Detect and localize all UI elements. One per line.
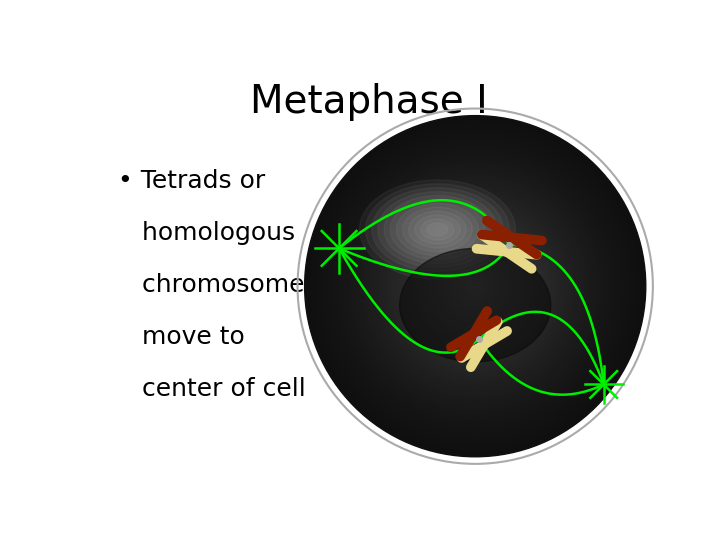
Ellipse shape bbox=[359, 180, 516, 279]
Ellipse shape bbox=[395, 205, 556, 367]
Ellipse shape bbox=[371, 182, 580, 390]
Ellipse shape bbox=[365, 177, 585, 396]
Ellipse shape bbox=[426, 237, 524, 335]
Ellipse shape bbox=[384, 195, 491, 264]
Ellipse shape bbox=[421, 219, 454, 240]
Ellipse shape bbox=[316, 127, 634, 445]
Ellipse shape bbox=[455, 266, 495, 306]
Ellipse shape bbox=[420, 231, 530, 341]
Ellipse shape bbox=[423, 234, 527, 338]
Text: Metaphase I: Metaphase I bbox=[250, 83, 488, 121]
Ellipse shape bbox=[435, 246, 516, 327]
Ellipse shape bbox=[452, 263, 498, 309]
Ellipse shape bbox=[374, 185, 577, 387]
Ellipse shape bbox=[402, 207, 472, 252]
Ellipse shape bbox=[378, 192, 497, 267]
Ellipse shape bbox=[403, 214, 547, 359]
Ellipse shape bbox=[305, 116, 646, 457]
Ellipse shape bbox=[319, 130, 631, 442]
Ellipse shape bbox=[472, 284, 478, 289]
Ellipse shape bbox=[359, 171, 591, 402]
Text: center of cell: center of cell bbox=[118, 377, 306, 401]
Ellipse shape bbox=[429, 240, 521, 333]
Ellipse shape bbox=[415, 215, 460, 244]
Ellipse shape bbox=[342, 153, 608, 419]
Ellipse shape bbox=[418, 228, 533, 344]
Text: homologous: homologous bbox=[118, 221, 295, 245]
Ellipse shape bbox=[330, 141, 620, 431]
Ellipse shape bbox=[377, 188, 574, 384]
Ellipse shape bbox=[345, 156, 606, 416]
Text: • Tetrads or: • Tetrads or bbox=[118, 169, 265, 193]
Ellipse shape bbox=[409, 220, 541, 353]
Ellipse shape bbox=[449, 260, 501, 312]
Ellipse shape bbox=[397, 208, 553, 364]
Text: chromosomes: chromosomes bbox=[118, 273, 318, 297]
Ellipse shape bbox=[368, 179, 582, 393]
Ellipse shape bbox=[461, 272, 490, 301]
Ellipse shape bbox=[389, 199, 562, 373]
Ellipse shape bbox=[313, 124, 637, 448]
Ellipse shape bbox=[408, 211, 467, 248]
Ellipse shape bbox=[386, 197, 564, 376]
Ellipse shape bbox=[310, 122, 640, 451]
Ellipse shape bbox=[441, 252, 510, 321]
Ellipse shape bbox=[446, 257, 504, 315]
Ellipse shape bbox=[325, 136, 626, 436]
Ellipse shape bbox=[379, 191, 571, 382]
Text: move to: move to bbox=[118, 325, 245, 349]
Ellipse shape bbox=[390, 199, 485, 260]
Ellipse shape bbox=[392, 202, 559, 370]
Ellipse shape bbox=[432, 243, 518, 329]
Ellipse shape bbox=[336, 147, 614, 425]
Ellipse shape bbox=[427, 223, 448, 236]
Ellipse shape bbox=[328, 139, 623, 434]
Ellipse shape bbox=[444, 254, 507, 318]
Ellipse shape bbox=[400, 248, 551, 362]
Ellipse shape bbox=[366, 184, 509, 275]
Ellipse shape bbox=[469, 280, 481, 292]
Ellipse shape bbox=[396, 204, 479, 255]
Ellipse shape bbox=[362, 173, 588, 399]
Ellipse shape bbox=[339, 150, 611, 422]
Ellipse shape bbox=[348, 159, 603, 414]
Ellipse shape bbox=[356, 167, 594, 405]
Ellipse shape bbox=[406, 217, 544, 355]
Ellipse shape bbox=[438, 248, 513, 324]
Ellipse shape bbox=[307, 118, 643, 454]
Ellipse shape bbox=[467, 278, 484, 295]
Ellipse shape bbox=[372, 188, 503, 271]
Ellipse shape bbox=[354, 165, 597, 408]
Ellipse shape bbox=[458, 269, 492, 303]
Ellipse shape bbox=[400, 211, 550, 361]
Ellipse shape bbox=[322, 133, 629, 440]
Ellipse shape bbox=[415, 226, 536, 347]
Ellipse shape bbox=[351, 162, 600, 410]
Ellipse shape bbox=[412, 222, 539, 350]
Ellipse shape bbox=[333, 145, 617, 428]
Ellipse shape bbox=[383, 194, 567, 379]
Ellipse shape bbox=[464, 275, 487, 298]
